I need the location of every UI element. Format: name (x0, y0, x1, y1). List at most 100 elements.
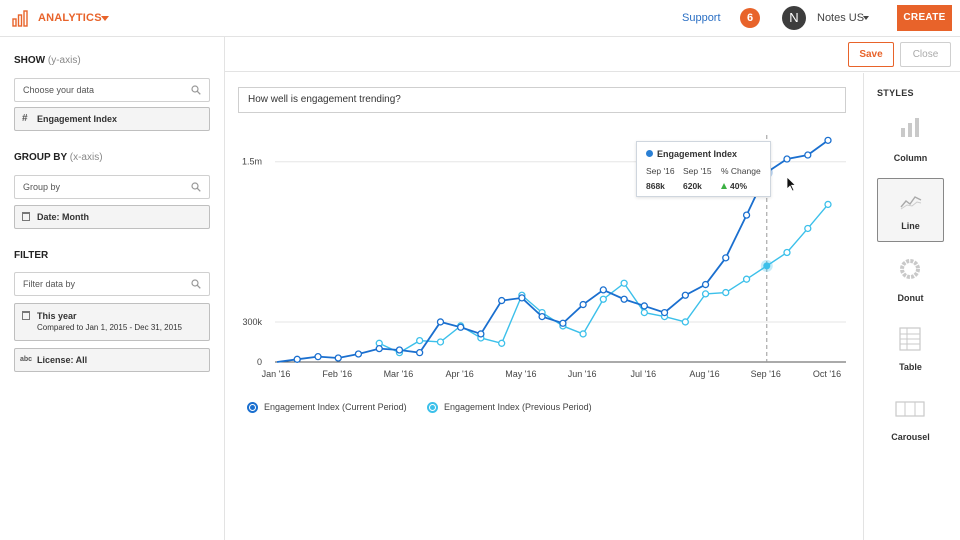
filter-label: FILTER (14, 250, 49, 261)
chart-canvas-area (225, 37, 960, 540)
data-point (742, 275, 751, 283)
data-point (579, 300, 587, 309)
x-tick-label: Sep '16 (751, 369, 781, 379)
data-point (314, 353, 322, 361)
y-tick-label: 300k (242, 317, 262, 327)
style-label: Donut (897, 293, 924, 303)
show-section-label: SHOW (y-axis) (14, 55, 81, 66)
data-point (824, 136, 832, 144)
app-title[interactable]: ANALYTICS (38, 12, 102, 24)
data-point (701, 280, 710, 289)
tooltip-change: 40% (721, 181, 747, 191)
data-point (804, 224, 812, 233)
x-tick-label: Jun '16 (568, 369, 597, 379)
account-menu[interactable]: Notes US (817, 12, 865, 24)
data-point (660, 308, 669, 317)
save-button[interactable]: Save (848, 42, 894, 67)
legend-current-dot[interactable] (247, 402, 258, 413)
filter-placeholder: Filter data by (23, 279, 76, 289)
tooltip-header: % Change (721, 166, 761, 176)
data-point (722, 254, 730, 262)
styles-panel (863, 73, 960, 540)
data-point (436, 338, 445, 346)
data-point (640, 308, 648, 317)
style-label: Column (893, 153, 928, 163)
chart-title-input[interactable]: How well is engagement trending? (238, 87, 846, 113)
choose-data-placeholder: Choose your data (23, 85, 95, 95)
filter-input[interactable]: Filter data by (14, 272, 210, 296)
close-button[interactable]: Close (900, 42, 951, 67)
license-filter-pill[interactable]: abc License: All (14, 348, 210, 372)
data-point (538, 312, 546, 321)
data-point (783, 155, 791, 163)
style-table[interactable]: Table (877, 322, 944, 386)
tooltip-header: Sep '15 (683, 166, 712, 176)
choose-data-input[interactable]: Choose your data (14, 78, 210, 102)
x-tick-label: Oct '16 (813, 369, 841, 379)
x-tick-label: May '16 (505, 369, 536, 379)
x-tick-label: Feb '16 (322, 369, 352, 379)
show-sub-label: (y-axis) (47, 55, 81, 66)
license-filter-label: License: All (37, 355, 88, 365)
avatar[interactable]: N (782, 6, 806, 30)
calendar-icon (22, 212, 30, 221)
style-donut[interactable]: Donut (877, 252, 944, 316)
data-point (415, 336, 424, 345)
selected-metric-label: Engagement Index (37, 114, 118, 124)
chevron-down-icon[interactable] (101, 16, 109, 21)
top-bar: ANALYTICS Support 6 N Notes US CREATE (0, 0, 960, 37)
analytics-logo-icon[interactable] (12, 9, 32, 27)
create-button[interactable]: CREATE (897, 5, 952, 31)
number-icon: # (22, 113, 28, 124)
data-point (293, 355, 301, 363)
data-point (722, 288, 730, 297)
data-point (620, 279, 628, 287)
group-by-sub-label: (x-axis) (69, 152, 103, 163)
data-point (599, 286, 607, 294)
data-point (599, 295, 607, 303)
style-line[interactable]: Line (877, 178, 944, 242)
selected-group-pill[interactable]: Date: Month (14, 205, 210, 229)
carousel-icon (895, 401, 925, 417)
data-point (436, 318, 445, 326)
series-line (276, 139, 829, 363)
tooltip-header: Sep '16 (646, 166, 675, 176)
column-chart-icon (901, 118, 919, 137)
legend-current-label[interactable]: Engagement Index (Current Period) (264, 402, 407, 412)
notification-badge[interactable]: 6 (740, 8, 760, 28)
show-label: SHOW (14, 55, 46, 66)
search-icon (191, 85, 201, 95)
data-point (395, 346, 404, 354)
tooltip-title-text: Engagement Index (657, 149, 738, 159)
tooltip-title: Engagement Index (646, 149, 737, 159)
style-label: Line (901, 221, 920, 231)
date-compare-label: Compared to Jan 1, 2015 - Dec 31, 2015 (37, 323, 182, 332)
data-point (559, 319, 567, 327)
series-line (378, 203, 829, 354)
action-bar (225, 37, 960, 72)
data-point (457, 323, 465, 331)
date-filter-pill[interactable]: This year Compared to Jan 1, 2015 - Dec … (14, 303, 210, 341)
data-point (375, 344, 383, 353)
data-point (498, 296, 506, 305)
style-column[interactable]: Column (877, 110, 944, 174)
data-point (824, 200, 832, 209)
search-icon (191, 182, 201, 192)
data-point (579, 330, 587, 338)
data-point (701, 290, 710, 298)
donut-chart-icon (900, 259, 920, 279)
y-tick-label: 1.5m (242, 157, 262, 167)
chevron-down-icon[interactable] (863, 16, 869, 20)
tooltip-value: 620k (683, 181, 702, 191)
data-point (415, 349, 424, 357)
text-field-icon: abc (20, 356, 33, 363)
group-by-input[interactable]: Group by (14, 175, 210, 199)
support-link[interactable]: Support (682, 12, 721, 24)
y-tick-label: 0 (257, 357, 262, 367)
data-point (783, 248, 791, 257)
style-carousel[interactable]: Carousel (877, 392, 944, 456)
data-point (354, 350, 363, 358)
legend-previous-label[interactable]: Engagement Index (Previous Period) (444, 402, 592, 412)
selected-metric-pill[interactable]: # Engagement Index (14, 107, 210, 131)
legend-previous-dot[interactable] (427, 402, 438, 413)
